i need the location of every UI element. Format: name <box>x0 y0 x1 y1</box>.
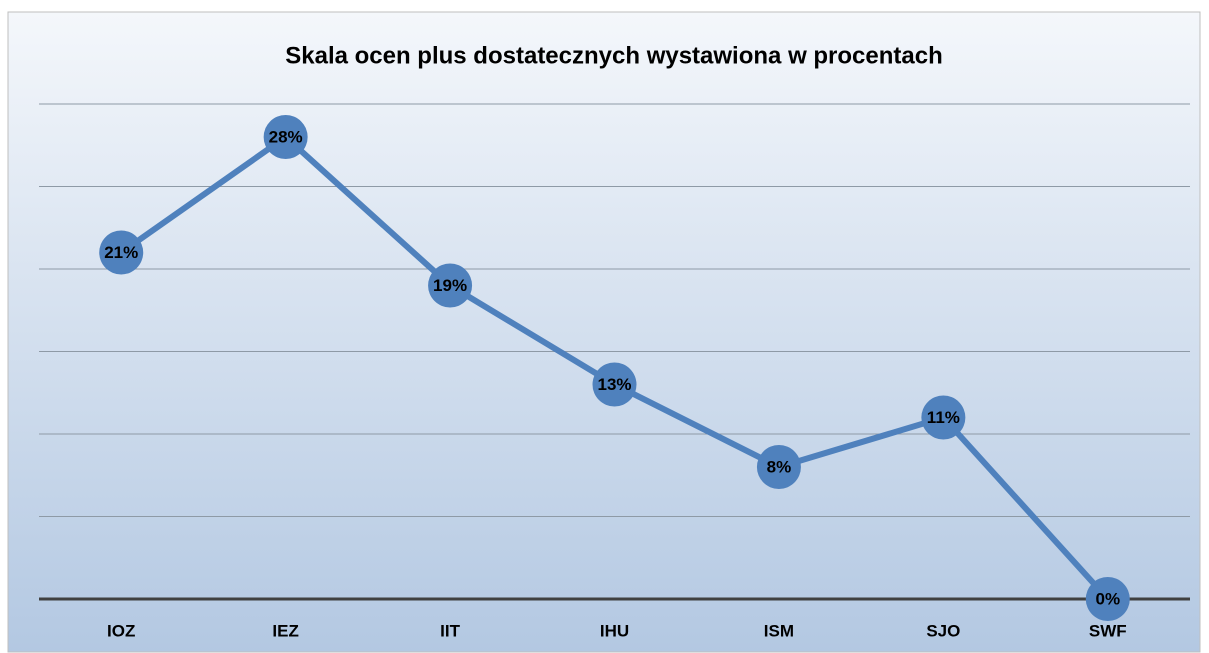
point <box>263 115 308 159</box>
data-label: 19% <box>433 276 467 295</box>
point <box>99 230 144 275</box>
chart-title: Skala ocen plus dostatecznych wystawiona… <box>285 42 943 69</box>
x-tick-label: IHU <box>600 621 629 640</box>
x-tick-label: SWF <box>1089 621 1127 640</box>
x-tick-label: ISM <box>764 621 794 640</box>
point <box>428 263 473 308</box>
point <box>756 445 801 489</box>
data-label: 0% <box>1095 589 1120 608</box>
data-label: 8% <box>767 457 792 476</box>
x-tick-label: SJO <box>926 621 960 640</box>
point <box>1085 577 1130 621</box>
data-label: 28% <box>269 127 303 146</box>
point <box>921 395 966 440</box>
x-tick-label: IEZ <box>272 621 298 640</box>
data-label: 21% <box>104 243 138 262</box>
x-tick-label: IIT <box>440 621 460 640</box>
x-tick-label: IOZ <box>107 621 135 640</box>
point <box>592 362 637 407</box>
chart-area <box>7 11 1201 653</box>
data-label: 13% <box>597 375 631 394</box>
data-label: 11% <box>927 408 960 427</box>
